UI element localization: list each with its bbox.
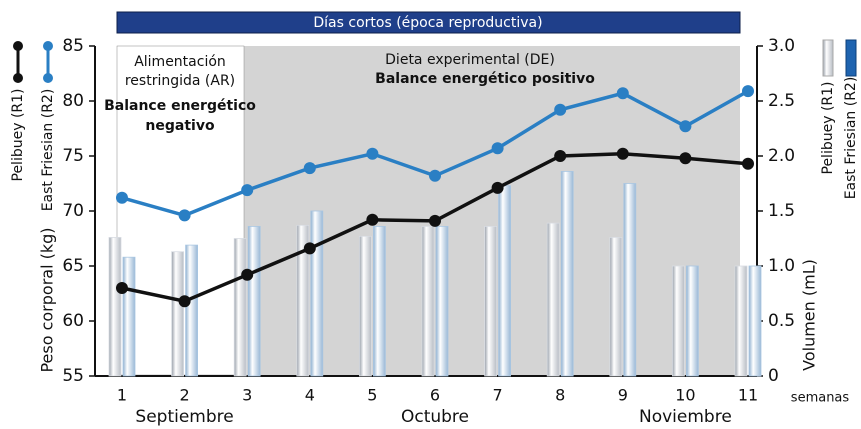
bar (372, 225, 386, 377)
bar (108, 236, 122, 377)
x-tick-label: 3 (242, 386, 252, 405)
legend-marker (43, 73, 53, 83)
annotation: negativo (145, 118, 215, 134)
point (429, 169, 441, 182)
x-tick-label: 4 (305, 386, 315, 405)
bar (560, 170, 574, 377)
y2-tick-label: 1.0 (768, 256, 795, 276)
banner (116, 11, 741, 34)
bar (734, 265, 748, 377)
bar (122, 256, 136, 377)
y-tick-label: 55 (62, 366, 84, 386)
x-tick-label: 8 (555, 386, 565, 405)
annotation: Alimentación (134, 54, 226, 70)
legend-marker (13, 73, 23, 83)
legend: Pelibuey (R1) East Friesian (R2) Pelibue… (10, 39, 859, 212)
point (554, 150, 567, 162)
point (366, 213, 379, 226)
legend-label: East Friesian (R2) (843, 77, 859, 200)
point (554, 103, 567, 116)
point (241, 184, 254, 197)
bar (748, 265, 762, 377)
bar (310, 210, 324, 377)
annotation: Balance energético (104, 98, 256, 114)
annotation: Dieta experimental (DE) (385, 52, 555, 68)
bar (484, 225, 498, 377)
y2-tick-label: 3.0 (768, 36, 795, 56)
point (178, 295, 191, 308)
bar (498, 185, 512, 377)
bar (233, 238, 247, 377)
y-tick-label: 80 (62, 91, 84, 111)
x-axis-label: semanas (791, 391, 850, 406)
month-label: Septiembre (135, 407, 233, 427)
x-tick-label: 10 (675, 386, 695, 405)
y2-tick-label: 2.5 (768, 91, 795, 111)
bar (686, 265, 699, 377)
legend-marker (13, 41, 23, 51)
legend-swatch (822, 39, 834, 77)
bar (609, 236, 623, 377)
month-label: Octubre (401, 407, 469, 427)
banner-text: Días cortos (época reproductiva) (313, 15, 542, 31)
bar (546, 222, 560, 377)
point (303, 242, 316, 255)
y-tick-label: 65 (62, 256, 84, 276)
point (742, 85, 754, 98)
x-tick-label: 2 (180, 386, 190, 405)
x-tick-label: 7 (493, 386, 503, 405)
y2-tick-label: 0 (768, 366, 779, 386)
point (742, 157, 754, 170)
point (116, 191, 128, 204)
y-tick-label: 60 (62, 311, 84, 331)
point (679, 152, 692, 165)
bar (435, 225, 449, 377)
y2-tick-label: 1.5 (768, 201, 795, 221)
bar (171, 251, 185, 377)
y2-tick-label: 0.5 (768, 311, 795, 331)
y-tick-label: 70 (62, 201, 84, 221)
x-tick-label: 1 (117, 386, 127, 405)
y-tick-label: 75 (62, 146, 84, 166)
point (616, 147, 629, 160)
bar (296, 224, 310, 377)
legend-swatch (845, 39, 857, 77)
y2-axis-label: Volumen (mL) (800, 259, 819, 371)
annotation: Balance energético positivo (375, 71, 595, 87)
x-tick-label: 11 (738, 386, 758, 405)
legend-marker (43, 41, 53, 51)
bar (358, 235, 372, 377)
y-axis-label: Peso corporal (kg) (38, 227, 57, 372)
bar (623, 183, 637, 377)
point (679, 120, 692, 133)
bar (421, 225, 435, 377)
point (366, 147, 379, 160)
x-tick-label: 9 (618, 386, 628, 405)
y-tick-label: 85 (62, 36, 84, 56)
x-tick-label: 5 (367, 386, 377, 405)
legend-label: East Friesian (R2) (40, 89, 56, 212)
point (178, 209, 191, 222)
point (429, 214, 441, 227)
legend-label: Pelibuey (R1) (10, 88, 26, 181)
annotation: restringida (AR) (125, 73, 235, 89)
point (303, 162, 316, 175)
point (241, 268, 254, 281)
point (116, 282, 128, 294)
bar (247, 225, 261, 377)
x-tick-label: 6 (430, 386, 440, 405)
point (616, 87, 629, 100)
y2-tick-label: 2.0 (768, 146, 795, 166)
point (491, 142, 504, 155)
bar (185, 244, 199, 377)
bar (672, 265, 685, 377)
legend-label: Pelibuey (R1) (820, 81, 836, 174)
point (491, 181, 504, 194)
month-label: Noviembre (639, 407, 732, 427)
